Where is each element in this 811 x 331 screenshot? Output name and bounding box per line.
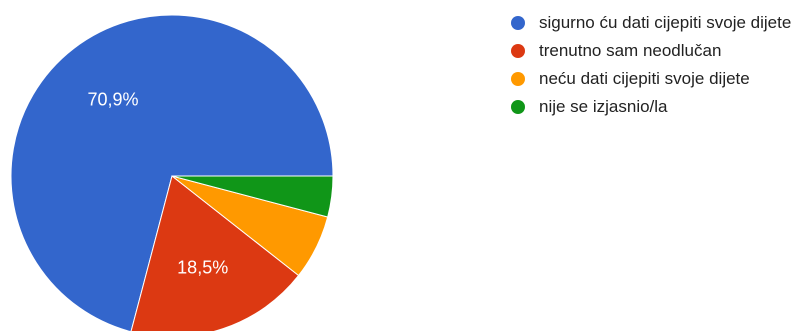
legend-label: trenutno sam neodlučan xyxy=(539,41,722,60)
legend-item-nije-izjasnio[interactable]: nije se izjasnio/la xyxy=(511,96,811,118)
legend-swatch-orange xyxy=(511,72,525,86)
slice-data-label-0: 70,9% xyxy=(87,90,138,110)
legend: sigurno ću dati cijepiti svoje dijete tr… xyxy=(511,12,811,124)
legend-label: sigurno ću dati cijepiti svoje dijete xyxy=(539,13,792,32)
pie-slice-1[interactable] xyxy=(130,175,300,331)
legend-item-neodlucan[interactable]: trenutno sam neodlučan xyxy=(511,40,811,62)
legend-label: neću dati cijepiti svoje dijete xyxy=(539,69,750,88)
legend-item-necu[interactable]: neću dati cijepiti svoje dijete xyxy=(511,68,811,90)
pie-slice-3[interactable] xyxy=(171,175,334,218)
legend-swatch-red xyxy=(511,44,525,58)
slice-data-label-1: 18,5% xyxy=(177,258,228,278)
legend-item-sigurno[interactable]: sigurno ću dati cijepiti svoje dijete xyxy=(511,12,811,34)
legend-label: nije se izjasnio/la xyxy=(539,97,668,116)
pie-slice-0[interactable] xyxy=(10,14,334,331)
legend-swatch-green xyxy=(511,100,525,114)
legend-swatch-blue xyxy=(511,16,525,30)
